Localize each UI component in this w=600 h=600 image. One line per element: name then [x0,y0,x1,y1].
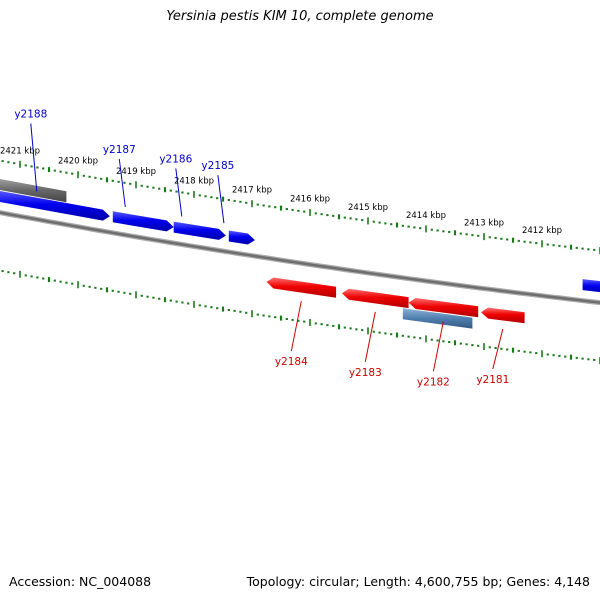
label-leader-y2182 [432,321,444,372]
gene-unlabeled-forward-b[interactable] [582,279,600,294]
gene-y2181[interactable] [481,307,525,324]
label-leader-y2184 [290,301,302,352]
tick-label: 2421 kbp [0,146,40,156]
gene-y2185[interactable] [228,230,255,245]
tick-label: 2417 kbp [232,186,272,196]
gene-y2182[interactable] [408,298,479,318]
gene-unlabeled-forward-a[interactable] [0,179,67,203]
label-leader-y2186 [175,168,183,217]
gene-label-y2184[interactable]: y2184 [275,356,308,368]
gene-y2187[interactable] [112,211,174,232]
gene-y2182-pseudo[interactable] [402,308,473,329]
backbone-layer [0,210,600,306]
gene-y2186[interactable] [173,221,226,240]
tick-layer: 2421 kbp 2420 kbp 2419 kbp 2418 kbp 2417 kbp… [0,146,600,365]
gene-label-y2182[interactable]: y2182 [417,376,450,388]
label-leader-y2187 [118,158,126,208]
tick-label: 2412 kbp [522,226,562,236]
gene-label-y2188[interactable]: y2188 [14,108,47,120]
gene-y2183[interactable] [341,288,409,309]
gene-y2188[interactable] [0,191,110,221]
gene-label-y2181[interactable]: y2181 [476,374,509,386]
map-title: Yersinia pestis KIM 10, complete genome [166,9,434,24]
label-leader-y2183 [364,311,376,362]
genome-summary-text: Topology: circular; Length: 4,600,755 bp… [246,574,590,589]
tick-label: 2420 kbp [58,157,98,167]
gene-layer [0,179,600,329]
gene-label-y2183[interactable]: y2183 [349,367,382,379]
gene-label-y2185[interactable]: y2185 [201,160,234,172]
tick-label: 2415 kbp [348,203,388,213]
accession-text: Accession: NC_004088 [9,574,152,589]
tick-label: 2413 kbp [464,219,504,229]
label-leader-y2188 [30,123,38,192]
tick-label: 2414 kbp [406,211,446,221]
genome-backbone-core [0,211,600,304]
label-leader-y2185 [217,175,225,224]
gene-y2184[interactable] [266,277,337,298]
gene-label-y2186[interactable]: y2186 [159,153,192,165]
label-layer: y2188 y2187 y2186 y2185 y2184 y2183 y2182 y2181 [14,108,509,388]
tick-label: 2419 kbp [116,167,156,177]
tick-label: 2418 kbp [174,176,214,186]
label-leader-y2181 [492,328,504,370]
gene-label-y2187[interactable]: y2187 [103,144,136,156]
tick-label: 2416 kbp [290,195,330,205]
